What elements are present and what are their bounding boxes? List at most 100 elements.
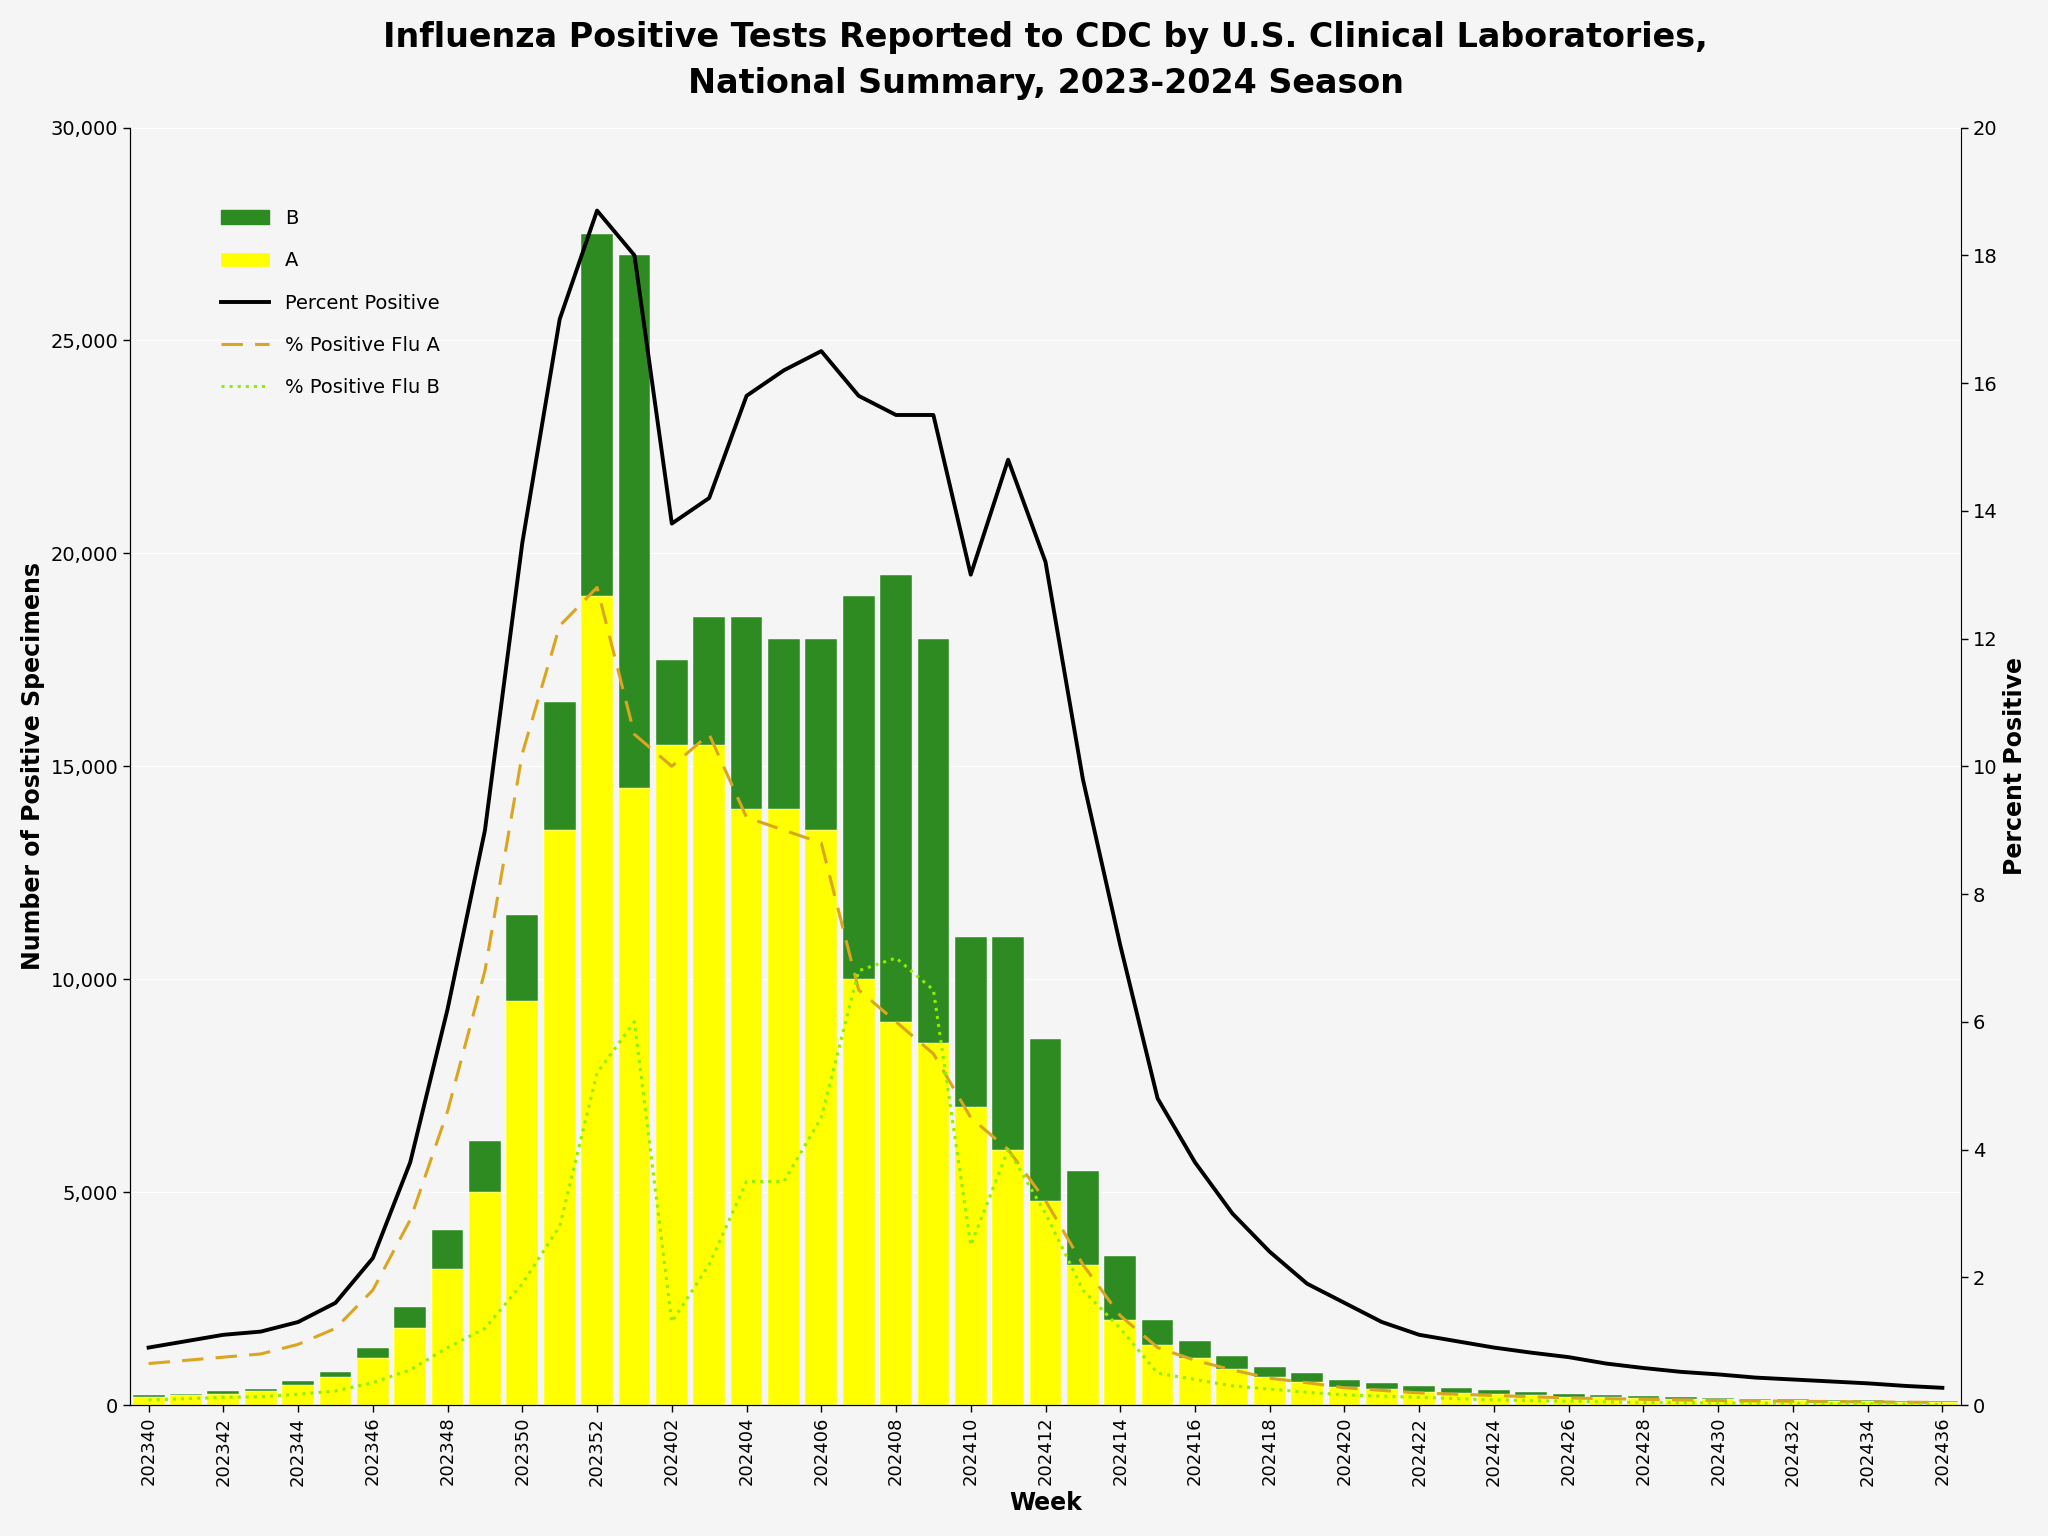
Bar bbox=[1665, 1399, 1696, 1405]
% Positive Flu B bbox=[958, 1236, 983, 1255]
% Positive Flu A bbox=[1819, 1392, 1843, 1410]
Percent Positive bbox=[211, 1326, 236, 1344]
Percent Positive bbox=[360, 1249, 385, 1267]
% Positive Flu B bbox=[397, 1361, 422, 1379]
% Positive Flu B bbox=[1892, 1395, 1917, 1413]
% Positive Flu A bbox=[1221, 1361, 1245, 1379]
Bar bbox=[1217, 1356, 1247, 1369]
Bar bbox=[844, 596, 874, 980]
Legend: B, A, Percent Positive, % Positive Flu A, % Positive Flu B: B, A, Percent Positive, % Positive Flu A… bbox=[213, 201, 449, 406]
Bar bbox=[1290, 1373, 1323, 1382]
Bar bbox=[1628, 1396, 1659, 1398]
Bar bbox=[844, 980, 874, 1405]
% Positive Flu B bbox=[1819, 1395, 1843, 1413]
Bar bbox=[1702, 1399, 1735, 1405]
% Positive Flu B bbox=[1520, 1392, 1544, 1410]
% Positive Flu A bbox=[360, 1281, 385, 1299]
% Positive Flu A bbox=[1929, 1393, 1954, 1412]
Bar bbox=[545, 702, 575, 829]
Bar bbox=[1104, 1256, 1137, 1319]
Percent Positive bbox=[696, 488, 721, 507]
% Positive Flu A bbox=[1669, 1390, 1694, 1409]
% Positive Flu B bbox=[137, 1390, 162, 1409]
% Positive Flu A bbox=[1182, 1352, 1206, 1370]
Percent Positive bbox=[1407, 1326, 1432, 1344]
Bar bbox=[881, 1021, 911, 1405]
Line: % Positive Flu A: % Positive Flu A bbox=[150, 587, 1942, 1402]
Bar bbox=[432, 1269, 463, 1405]
Percent Positive bbox=[623, 246, 647, 264]
% Positive Flu A bbox=[1331, 1379, 1356, 1398]
Percent Positive bbox=[922, 406, 946, 424]
% Positive Flu A bbox=[922, 1044, 946, 1063]
Bar bbox=[1180, 1358, 1210, 1405]
% Positive Flu B bbox=[510, 1275, 535, 1293]
Percent Positive bbox=[958, 565, 983, 584]
% Positive Flu B bbox=[1257, 1379, 1282, 1398]
Percent Positive bbox=[287, 1313, 311, 1332]
% Positive Flu A bbox=[1780, 1392, 1804, 1410]
% Positive Flu B bbox=[1855, 1395, 1880, 1413]
Percent Positive bbox=[1182, 1154, 1206, 1172]
% Positive Flu A bbox=[772, 820, 797, 839]
Bar bbox=[506, 1000, 539, 1405]
Bar bbox=[469, 1192, 502, 1405]
% Positive Flu B bbox=[1294, 1382, 1319, 1401]
Bar bbox=[1927, 1402, 1958, 1405]
Bar bbox=[991, 937, 1024, 1149]
% Positive Flu B bbox=[1556, 1392, 1581, 1410]
Bar bbox=[694, 745, 725, 1405]
% Positive Flu A bbox=[1855, 1393, 1880, 1412]
Percent Positive bbox=[510, 533, 535, 551]
% Positive Flu A bbox=[1743, 1392, 1767, 1410]
% Positive Flu B bbox=[885, 949, 909, 968]
Bar bbox=[1366, 1382, 1397, 1389]
% Positive Flu B bbox=[1145, 1364, 1169, 1382]
Percent Positive bbox=[995, 450, 1020, 468]
% Positive Flu A bbox=[809, 834, 834, 852]
Percent Positive bbox=[1071, 770, 1096, 788]
Percent Positive bbox=[547, 310, 571, 329]
Percent Positive bbox=[436, 1000, 461, 1018]
% Positive Flu A bbox=[1593, 1390, 1618, 1409]
Bar bbox=[133, 1396, 164, 1405]
% Positive Flu A bbox=[473, 962, 498, 980]
Percent Positive bbox=[1520, 1344, 1544, 1362]
Bar bbox=[246, 1389, 276, 1392]
Percent Positive bbox=[1481, 1338, 1505, 1356]
% Positive Flu A bbox=[623, 725, 647, 743]
% Positive Flu A bbox=[1071, 1255, 1096, 1273]
Bar bbox=[582, 596, 612, 1405]
% Positive Flu A bbox=[248, 1344, 272, 1362]
Line: Percent Positive: Percent Positive bbox=[150, 210, 1942, 1389]
Percent Positive bbox=[885, 406, 909, 424]
Bar bbox=[207, 1392, 240, 1393]
Bar bbox=[356, 1347, 389, 1358]
Bar bbox=[283, 1384, 313, 1405]
% Positive Flu B bbox=[623, 1012, 647, 1031]
% Positive Flu A bbox=[547, 616, 571, 634]
Bar bbox=[582, 233, 612, 596]
% Positive Flu B bbox=[1593, 1393, 1618, 1412]
Bar bbox=[1739, 1399, 1772, 1405]
% Positive Flu A bbox=[1407, 1384, 1432, 1402]
% Positive Flu A bbox=[211, 1349, 236, 1367]
% Positive Flu A bbox=[1294, 1373, 1319, 1392]
Bar bbox=[1329, 1379, 1360, 1387]
Bar bbox=[1479, 1395, 1509, 1405]
Bar bbox=[1665, 1396, 1696, 1399]
% Positive Flu A bbox=[1556, 1389, 1581, 1407]
Percent Positive bbox=[397, 1154, 422, 1172]
% Positive Flu B bbox=[1108, 1319, 1133, 1338]
Bar bbox=[1552, 1396, 1585, 1405]
Bar bbox=[506, 915, 539, 1000]
% Positive Flu A bbox=[1257, 1369, 1282, 1387]
% Positive Flu A bbox=[1444, 1385, 1468, 1404]
Percent Positive bbox=[1780, 1370, 1804, 1389]
Percent Positive bbox=[1706, 1366, 1731, 1384]
Percent Positive bbox=[1929, 1379, 1954, 1398]
Percent Positive bbox=[586, 201, 610, 220]
% Positive Flu B bbox=[809, 1109, 834, 1127]
% Positive Flu A bbox=[137, 1355, 162, 1373]
Bar bbox=[991, 1149, 1024, 1405]
